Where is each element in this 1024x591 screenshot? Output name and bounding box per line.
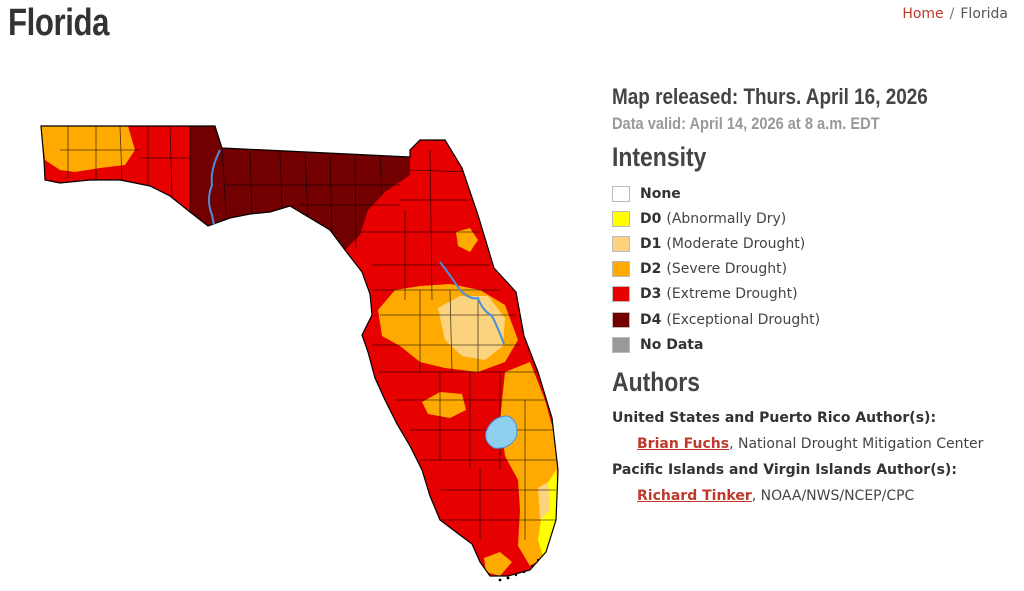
author-role: United States and Puerto Rico Author(s): — [612, 410, 937, 427]
legend-label: (Exceptional Drought) — [666, 311, 821, 328]
intensity-heading: Intensity — [612, 142, 707, 172]
author-group-pacific: Pacific Islands and Virgin Islands Autho… — [612, 462, 1012, 504]
breadcrumb: Home / Florida — [902, 6, 1008, 22]
legend-code: D2 — [640, 261, 662, 278]
legend-swatch-no-data — [612, 336, 630, 353]
intensity-legend: None D0 (Abnormally Dry) D1 (Moderate Dr… — [612, 181, 1012, 357]
st-johns-river — [439, 261, 505, 345]
legend-code: D0 — [640, 210, 662, 227]
legend-label: (Extreme Drought) — [666, 286, 798, 303]
author-org: , NOAA/NWS/NCEP/CPC — [751, 488, 915, 505]
legend-label: No Data — [640, 336, 704, 353]
legend-label: (Abnormally Dry) — [666, 210, 787, 227]
legend-label: (Severe Drought) — [666, 261, 788, 278]
legend-code: D3 — [640, 286, 662, 303]
legend-item-d0: D0 (Abnormally Dry) — [612, 206, 1012, 231]
data-valid-date: Data valid: April 14, 2026 at 8 a.m. EDT — [612, 114, 880, 133]
author-group-us: United States and Puerto Rico Author(s):… — [612, 410, 1012, 452]
lake-okeechobee — [485, 415, 518, 449]
legend-item-no-data: No Data — [612, 332, 1012, 357]
author-line: Brian Fuchs, National Drought Mitigation… — [637, 436, 1012, 452]
breadcrumb-home-link[interactable]: Home — [902, 6, 944, 22]
apalachicola-river — [208, 149, 221, 226]
authors-heading: Authors — [612, 367, 700, 398]
map-released-date: Map released: Thurs. April 16, 2026 — [612, 84, 928, 109]
legend-item-d2: D2 (Severe Drought) — [612, 257, 1012, 282]
d2-zone-inland — [422, 392, 466, 418]
author-link-brian-fuchs[interactable]: Brian Fuchs — [637, 436, 730, 453]
county-lines — [60, 126, 556, 540]
d2-zone-panhandle — [41, 126, 135, 172]
legend-item-none: None — [612, 181, 1012, 206]
florida-keys — [498, 558, 540, 582]
legend-swatch-d3 — [612, 286, 630, 303]
legend-item-d4: D4 (Exceptional Drought) — [612, 307, 1012, 332]
breadcrumb-separator: / — [949, 6, 955, 22]
legend-label: (Moderate Drought) — [666, 235, 806, 252]
author-line: Richard Tinker, NOAA/NWS/NCEP/CPC — [637, 488, 1012, 504]
legend-swatch-d4 — [612, 311, 630, 328]
d0-zone-light — [538, 482, 550, 520]
legend-code: D4 — [640, 311, 662, 328]
legend-swatch-d0 — [612, 210, 630, 227]
legend-swatch-d2 — [612, 261, 630, 278]
d1-zone — [438, 296, 505, 360]
d2-zone-sw-tip — [484, 552, 512, 576]
author-role: Pacific Islands and Virgin Islands Autho… — [612, 462, 957, 479]
map-info-panel: Map released: Thurs. April 16, 2026 Data… — [612, 84, 1012, 504]
author-org: , National Drought Mitigation Center — [729, 436, 984, 453]
d2-zone-ne-coast — [456, 228, 478, 252]
legend-item-d1: D1 (Moderate Drought) — [612, 231, 1012, 256]
drought-map — [36, 118, 566, 588]
legend-swatch-none — [612, 185, 630, 202]
breadcrumb-current: Florida — [960, 6, 1008, 22]
legend-code: D1 — [640, 235, 662, 252]
legend-label: None — [640, 185, 681, 202]
legend-item-d3: D3 (Extreme Drought) — [612, 282, 1012, 307]
author-link-richard-tinker[interactable]: Richard Tinker — [637, 488, 752, 505]
legend-swatch-d1 — [612, 235, 630, 252]
page-title: Florida — [8, 2, 110, 44]
